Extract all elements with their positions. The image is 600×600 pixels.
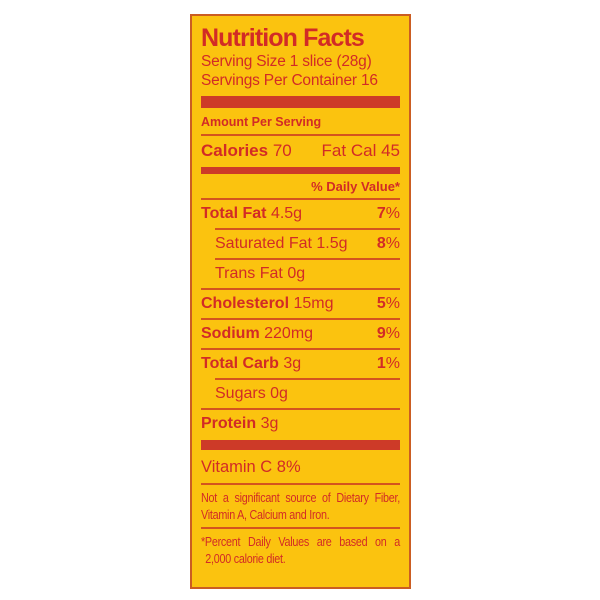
calories-row: Calories 70 Fat Cal 45 [201,141,400,161]
nutrient-amount: 0g [270,385,288,402]
fat-cal-cell: Fat Cal 45 [322,141,400,161]
nutrient-name-amount: Total Fat 4.5g [201,205,302,223]
servings-per-container: Servings Per Container 16 [201,72,378,89]
nutrient-row-saturated-fat: Saturated Fat 1.5g 8% [201,230,400,258]
hairline-indented [215,378,400,380]
hairline-indented [215,228,400,230]
hairline [201,408,400,410]
nutrient-amount: 220mg [264,325,314,342]
nutrient-name-amount: Protein 3g [201,415,278,433]
nutrient-name: Total Carb [201,355,279,372]
amount-per-serving-heading: Amount Per Serving [201,115,322,129]
hairline [201,288,400,290]
nutrient-name: Cholesterol [201,295,290,312]
hairline [201,318,400,320]
nutrient-dv: 7% [376,205,400,222]
vitamin-row: Vitamin C 8% [201,458,301,476]
hairline [201,483,400,485]
section-bar-calories [201,167,400,174]
nutrient-row-total-carb: Total Carb 3g 1% [201,350,400,378]
nutrient-name-amount: Cholesterol 15mg [201,295,334,313]
footnote-line-1: *Percent Daily Values are based on a [201,535,400,549]
nutrient-row-cholesterol: Cholesterol 15mg 5% [201,290,400,318]
nutrient-amount: 0g [287,265,306,282]
nutrient-amount: 15mg [293,295,334,312]
nutrient-name: Total Fat [201,205,267,222]
hairline [201,348,400,350]
nutrient-name: Sodium [201,325,260,342]
nutrient-amount: 3g [283,355,302,372]
label-title: Nutrition Facts [201,24,365,52]
nutrient-name: Protein [201,415,257,432]
nutrient-dv: 9% [376,325,400,342]
section-bar-bottom [201,440,400,450]
disclaimer-line-1: Not a significant source of Dietary Fibe… [201,491,400,505]
nutrient-name: Saturated Fat [215,235,312,252]
fat-cal-label: Fat Cal [321,141,377,160]
section-bar-top [201,96,400,108]
nutrition-facts-label: Nutrition Facts Serving Size 1 slice (28… [190,14,411,589]
nutrient-name-amount: Sodium 220mg [201,325,313,343]
nutrient-row-sodium: Sodium 220mg 9% [201,320,400,348]
daily-value-header: % Daily Value* [311,179,400,194]
disclaimer-text: Not a significant source of Dietary Fibe… [201,490,400,523]
hairline-indented [215,258,400,260]
nutrient-dv: 8% [376,235,400,252]
nutrient-row-sugars: Sugars 0g [201,380,400,408]
nutrient-row-protein: Protein 3g [201,410,400,438]
disclaimer-line-2: Vitamin A, Calcium and Iron. [201,507,330,522]
nutrient-name-amount: Sugars 0g [215,385,288,403]
calories-cell: Calories 70 [201,141,292,161]
nutrient-amount: 1.5g [316,235,348,252]
nutrient-row-total-fat: Total Fat 4.5g 7% [201,200,400,228]
footnote-text: *Percent Daily Values are based on a 2,0… [201,534,400,567]
nutrient-name-amount: Saturated Fat 1.5g [215,235,348,253]
nutrient-dv: 5% [376,295,400,312]
calories-label: Calories [201,141,269,160]
nutrient-dv: 1% [376,355,400,372]
nutrient-name-amount: Trans Fat 0g [215,265,305,283]
fat-cal-value: 45 [381,141,400,160]
nutrient-name: Trans Fat [215,265,283,282]
calories-value: 70 [272,141,292,160]
nutrient-row-trans-fat: Trans Fat 0g [201,260,400,288]
nutrient-name: Sugars [215,385,266,402]
hairline [201,134,400,136]
hairline [201,527,400,529]
hairline [201,198,400,200]
nutrient-amount: 3g [260,415,279,432]
serving-size: Serving Size 1 slice (28g) [201,53,372,70]
footnote-line-2: 2,000 calorie diet. [205,551,286,566]
nutrient-name-amount: Total Carb 3g [201,355,301,373]
nutrient-amount: 4.5g [270,205,303,222]
